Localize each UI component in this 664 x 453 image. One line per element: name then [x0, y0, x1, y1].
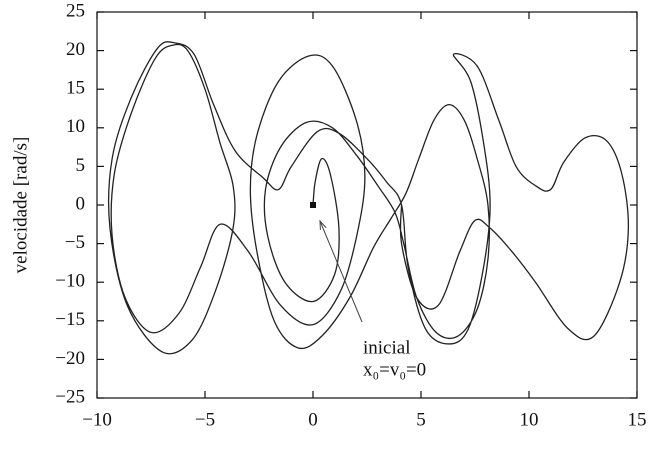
- x-tick-label: −10: [82, 409, 112, 430]
- x-tick-label: 5: [416, 409, 426, 430]
- y-tick-label: 25: [66, 0, 85, 21]
- y-tick-label: −5: [65, 232, 85, 253]
- y-tick-label: 10: [66, 116, 85, 137]
- start-marker: [310, 202, 316, 208]
- x-tick-label: −5: [195, 409, 215, 430]
- y-tick-label: 5: [76, 155, 86, 176]
- arrow-head: [319, 219, 327, 231]
- annotation: inicial: [363, 337, 410, 358]
- y-tick-label: −25: [55, 386, 85, 407]
- y-tick-label: 20: [66, 39, 85, 60]
- trajectory: [107, 41, 630, 355]
- y-tick-label: −10: [55, 271, 85, 292]
- x-tick-label: 0: [308, 409, 318, 430]
- x-tick-label: 10: [520, 409, 539, 430]
- y-tick-label: −15: [55, 309, 85, 330]
- y-tick-label: 0: [76, 193, 86, 214]
- annotation: x₀=v₀=0: [363, 359, 426, 380]
- y-axis-label: velocidade [rad/s]: [10, 137, 31, 274]
- y-tick-label: 15: [66, 78, 85, 99]
- annotation-arrow: [319, 220, 363, 323]
- y-tick-label: −20: [55, 348, 85, 369]
- x-tick-label: 15: [628, 409, 647, 430]
